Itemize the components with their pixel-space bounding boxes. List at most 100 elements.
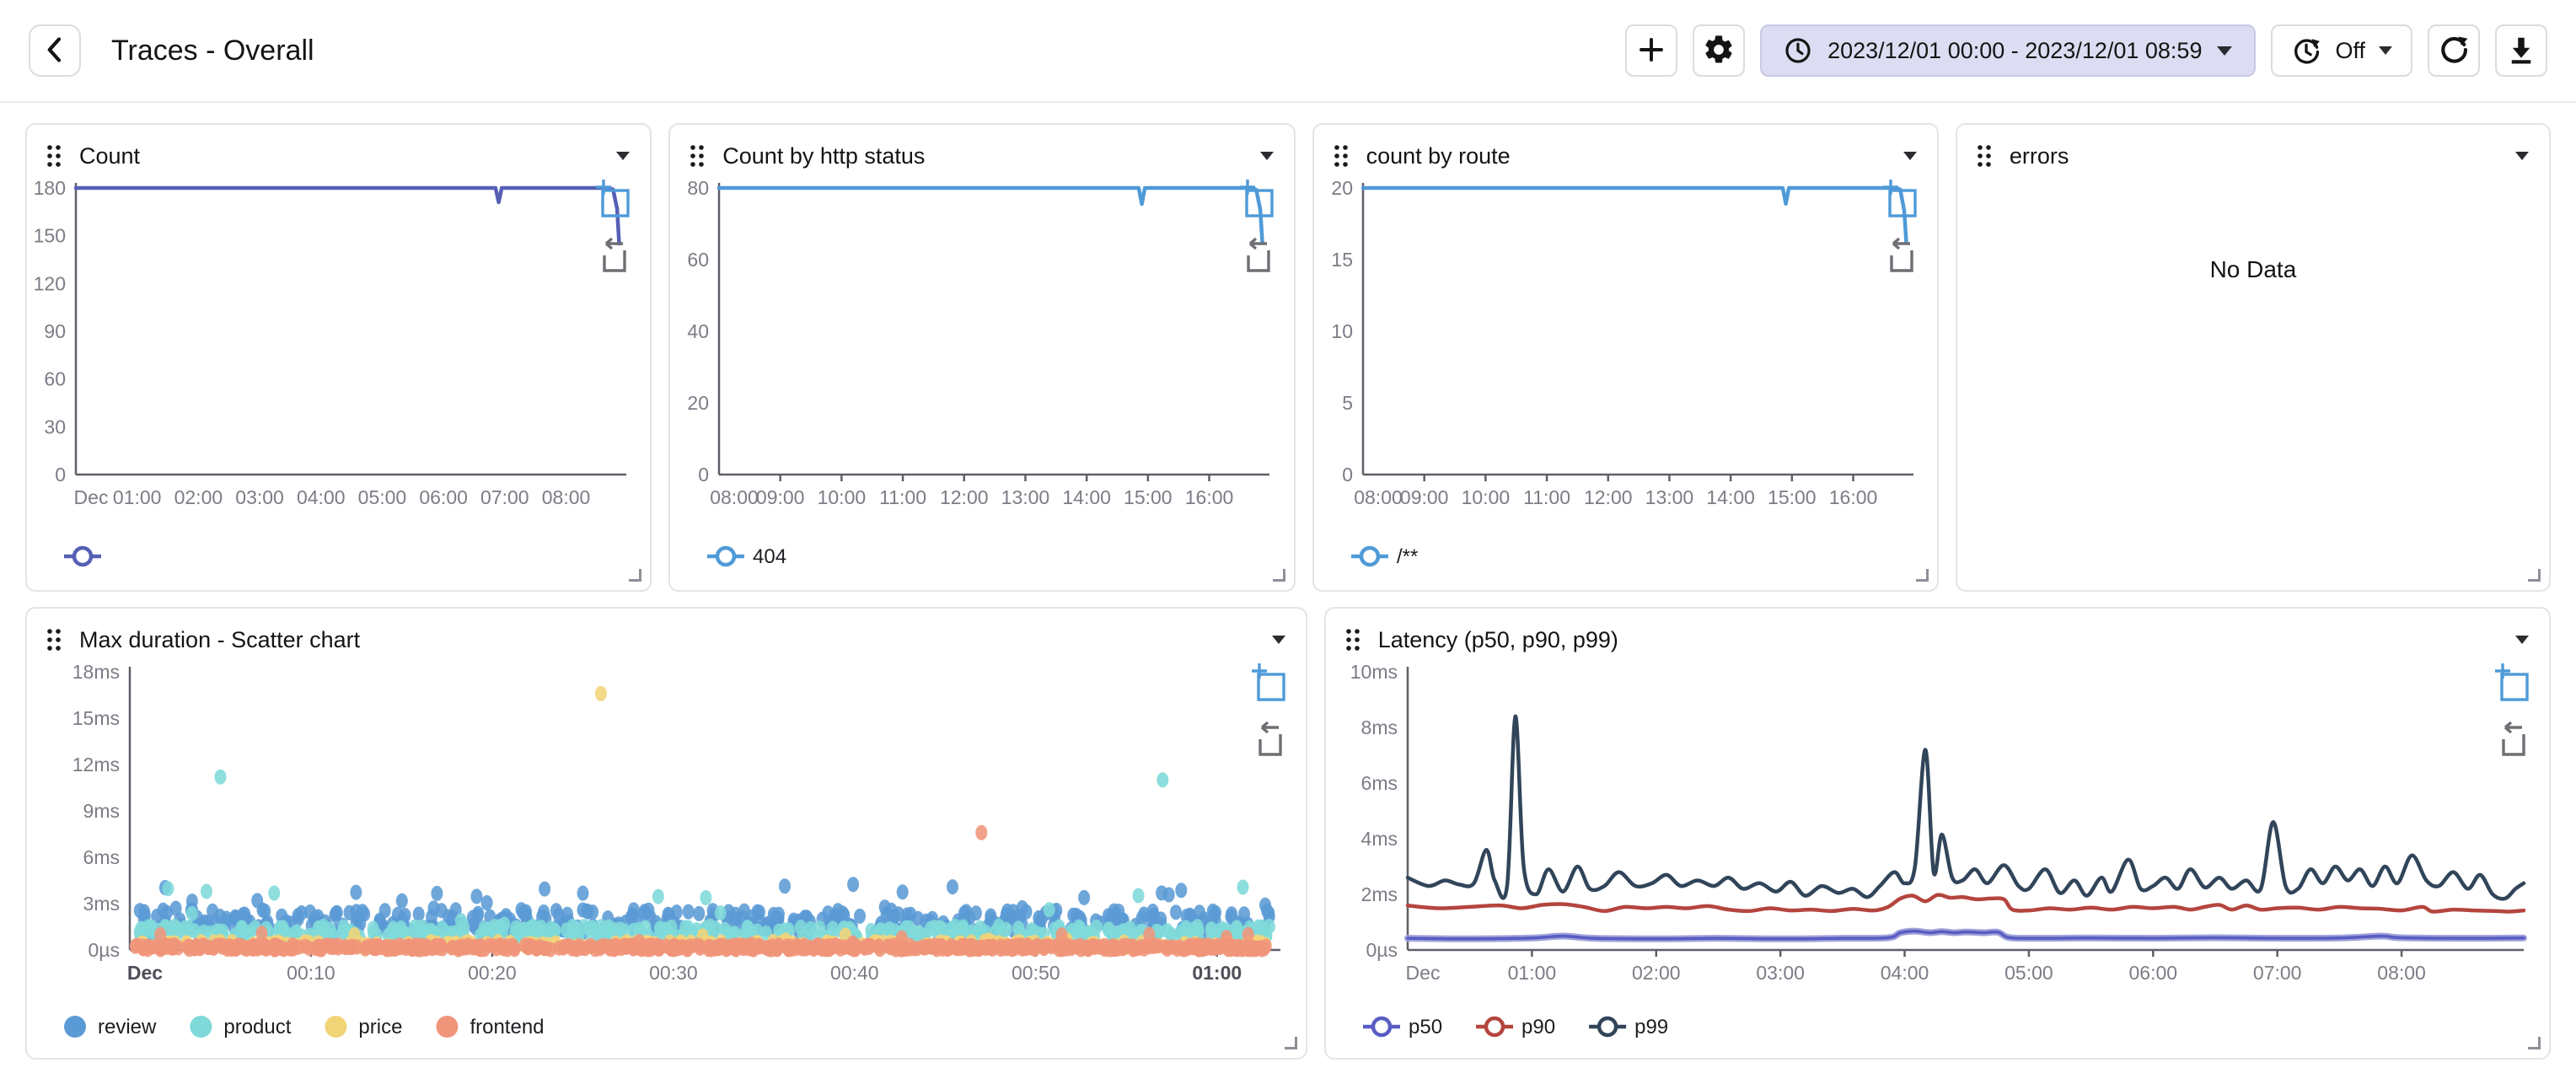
legend-item[interactable]: frontend — [470, 1016, 544, 1038]
legend-item[interactable]: price — [358, 1016, 402, 1038]
settings-button[interactable] — [1693, 24, 1746, 77]
panel-title: Latency (p50, p90, p99) — [1377, 626, 1618, 652]
latency-plot-area[interactable]: 10ms 8ms 6ms 4ms 2ms 0µs Dec 01:00 02:00 03:00 04:… — [1328, 659, 2547, 1056]
svg-text:07:00: 07:00 — [480, 486, 529, 508]
count-legend[interactable] — [64, 545, 101, 567]
svg-text:10:00: 10:00 — [1461, 486, 1510, 508]
legend-item[interactable]: /** — [1397, 545, 1418, 568]
panel-resize-handle[interactable] — [1272, 569, 1285, 582]
svg-text:09:00: 09:00 — [756, 486, 805, 508]
zoom-reset-icon[interactable] — [1881, 237, 1920, 280]
panel-resize-handle[interactable] — [1284, 1037, 1297, 1049]
panel-resize-handle[interactable] — [2528, 1037, 2541, 1049]
zoom-reset-icon[interactable] — [1238, 237, 1277, 280]
latency-legend[interactable]: p50 p90 p99 — [1362, 1016, 1668, 1038]
legend-item[interactable]: p90 — [1521, 1016, 1555, 1038]
svg-text:40: 40 — [688, 320, 710, 342]
auto-refresh-select[interactable]: Off — [2271, 24, 2412, 77]
zoom-reset-icon[interactable] — [594, 237, 633, 280]
max-duration-scatter-plot-area[interactable]: 18ms 15ms 12ms 9ms 6ms 3ms 0µs Dec 00:10 00:20 00:… — [29, 659, 1304, 1056]
svg-text:60: 60 — [44, 368, 66, 390]
legend-item[interactable]: review — [98, 1016, 157, 1038]
zoom-reset-icon[interactable] — [2493, 721, 2532, 764]
svg-text:0µs: 0µs — [1366, 939, 1398, 961]
panel-count: Count 180 150 120 90 60 30 0 Dec 01:00 02:00 03:00… — [25, 123, 652, 592]
svg-text:20: 20 — [1331, 177, 1353, 199]
svg-text:30: 30 — [44, 416, 66, 437]
auto-refresh-value: Off — [2335, 37, 2365, 63]
max-duration-scatter-legend[interactable]: review product price frontend — [64, 1016, 545, 1038]
drag-handle-icon[interactable] — [46, 627, 62, 652]
svg-text:15: 15 — [1331, 249, 1353, 271]
panel-menu-caret[interactable] — [1259, 152, 1274, 160]
svg-text:02:00: 02:00 — [174, 486, 223, 508]
svg-text:11:00: 11:00 — [1523, 486, 1570, 508]
svg-text:150: 150 — [34, 225, 66, 247]
svg-text:15:00: 15:00 — [1768, 486, 1817, 508]
svg-text:4ms: 4ms — [1360, 828, 1397, 850]
count-plot-area[interactable]: 180 150 120 90 60 30 0 Dec 01:00 02:00 03:00 04:00 0… — [29, 175, 648, 588]
drag-handle-icon[interactable] — [46, 143, 62, 169]
panel-menu-caret[interactable] — [2515, 152, 2529, 160]
time-range-selector[interactable]: 2023/12/01 00:00 - 2023/12/01 08:59 — [1760, 24, 2257, 77]
svg-text:80: 80 — [688, 177, 710, 199]
drag-handle-icon[interactable] — [1976, 143, 1993, 169]
panel-menu-caret[interactable] — [1271, 636, 1285, 644]
panel-title: Count — [79, 142, 141, 169]
zoom-in-region-icon[interactable] — [1250, 663, 1289, 709]
panel-count-by-route: count by route 20 15 10 5 0 08:00 09:00 10:00 11… — [1312, 123, 1939, 592]
download-button[interactable] — [2495, 24, 2547, 77]
refresh-button[interactable] — [2428, 24, 2480, 77]
svg-text:60: 60 — [688, 249, 710, 271]
svg-text:12:00: 12:00 — [1584, 486, 1633, 508]
svg-text:01:00: 01:00 — [1192, 962, 1242, 984]
drag-handle-icon[interactable] — [1333, 143, 1350, 169]
legend-item[interactable]: 404 — [753, 545, 786, 568]
page-title: Traces - Overall — [111, 34, 314, 67]
svg-text:09:00: 09:00 — [1399, 486, 1448, 508]
count-by-route-chart[interactable]: 20 15 10 5 0 08:00 09:00 10:00 11:00 12:00 13:00 14… — [1316, 175, 1935, 588]
latency-chart[interactable]: 10ms 8ms 6ms 4ms 2ms 0µs Dec 01:00 02:00 03:00 04:… — [1328, 659, 2547, 1056]
drag-handle-icon[interactable] — [689, 143, 706, 169]
count-chart[interactable]: 180 150 120 90 60 30 0 Dec 01:00 02:00 03:00 04:00 0… — [29, 175, 648, 588]
count-by-http-status-chart[interactable]: 80 60 40 20 0 08:00 09:00 10:00 11:00 12:00 13:00 1… — [672, 175, 1291, 588]
svg-text:5: 5 — [1342, 392, 1353, 414]
panel-menu-caret[interactable] — [2515, 636, 2529, 644]
svg-text:16:00: 16:00 — [1185, 486, 1234, 508]
svg-text:90: 90 — [44, 320, 66, 342]
legend-item[interactable]: p50 — [1409, 1016, 1442, 1038]
panel-menu-caret[interactable] — [616, 152, 631, 160]
svg-text:00:30: 00:30 — [649, 962, 698, 984]
back-button[interactable] — [29, 24, 81, 77]
svg-text:08:00: 08:00 — [542, 486, 591, 508]
panel-title: Count by http status — [722, 142, 926, 169]
max-duration-scatter-chart[interactable]: 18ms 15ms 12ms 9ms 6ms 3ms 0µs Dec 00:10 00:20 00:… — [29, 659, 1304, 1056]
panel-resize-handle[interactable] — [2528, 569, 2541, 582]
panel-title: count by route — [1366, 142, 1511, 169]
panel-resize-handle[interactable] — [629, 569, 642, 582]
drag-handle-icon[interactable] — [1344, 627, 1361, 652]
svg-text:07:00: 07:00 — [2253, 962, 2302, 984]
zoom-in-region-icon[interactable] — [594, 179, 633, 225]
panel-resize-handle[interactable] — [1915, 569, 1929, 582]
svg-text:12:00: 12:00 — [940, 486, 989, 508]
svg-text:03:00: 03:00 — [235, 486, 284, 508]
svg-text:13:00: 13:00 — [1001, 486, 1050, 508]
gear-icon — [1702, 33, 1736, 69]
legend-item[interactable]: product — [223, 1016, 291, 1038]
time-range-value: 2023/12/01 00:00 - 2023/12/01 08:59 — [1827, 37, 2203, 63]
count-by-route-legend[interactable]: /** — [1350, 545, 1418, 568]
panel-menu-caret[interactable] — [1902, 152, 1917, 160]
zoom-in-region-icon[interactable] — [1881, 179, 1920, 225]
panel-latency: Latency (p50, p90, p99) 10ms 8ms 6ms 4ms 2ms… — [1323, 607, 2551, 1060]
zoom-reset-icon[interactable] — [1250, 721, 1289, 764]
add-panel-button[interactable] — [1625, 24, 1678, 77]
svg-text:10: 10 — [1331, 320, 1353, 342]
count-by-http-status-legend[interactable]: 404 — [707, 545, 786, 568]
errors-chart: No Data — [1959, 175, 2547, 588]
legend-item[interactable]: p99 — [1634, 1016, 1668, 1038]
zoom-in-region-icon[interactable] — [1238, 179, 1277, 225]
zoom-in-region-icon[interactable] — [2493, 663, 2532, 709]
